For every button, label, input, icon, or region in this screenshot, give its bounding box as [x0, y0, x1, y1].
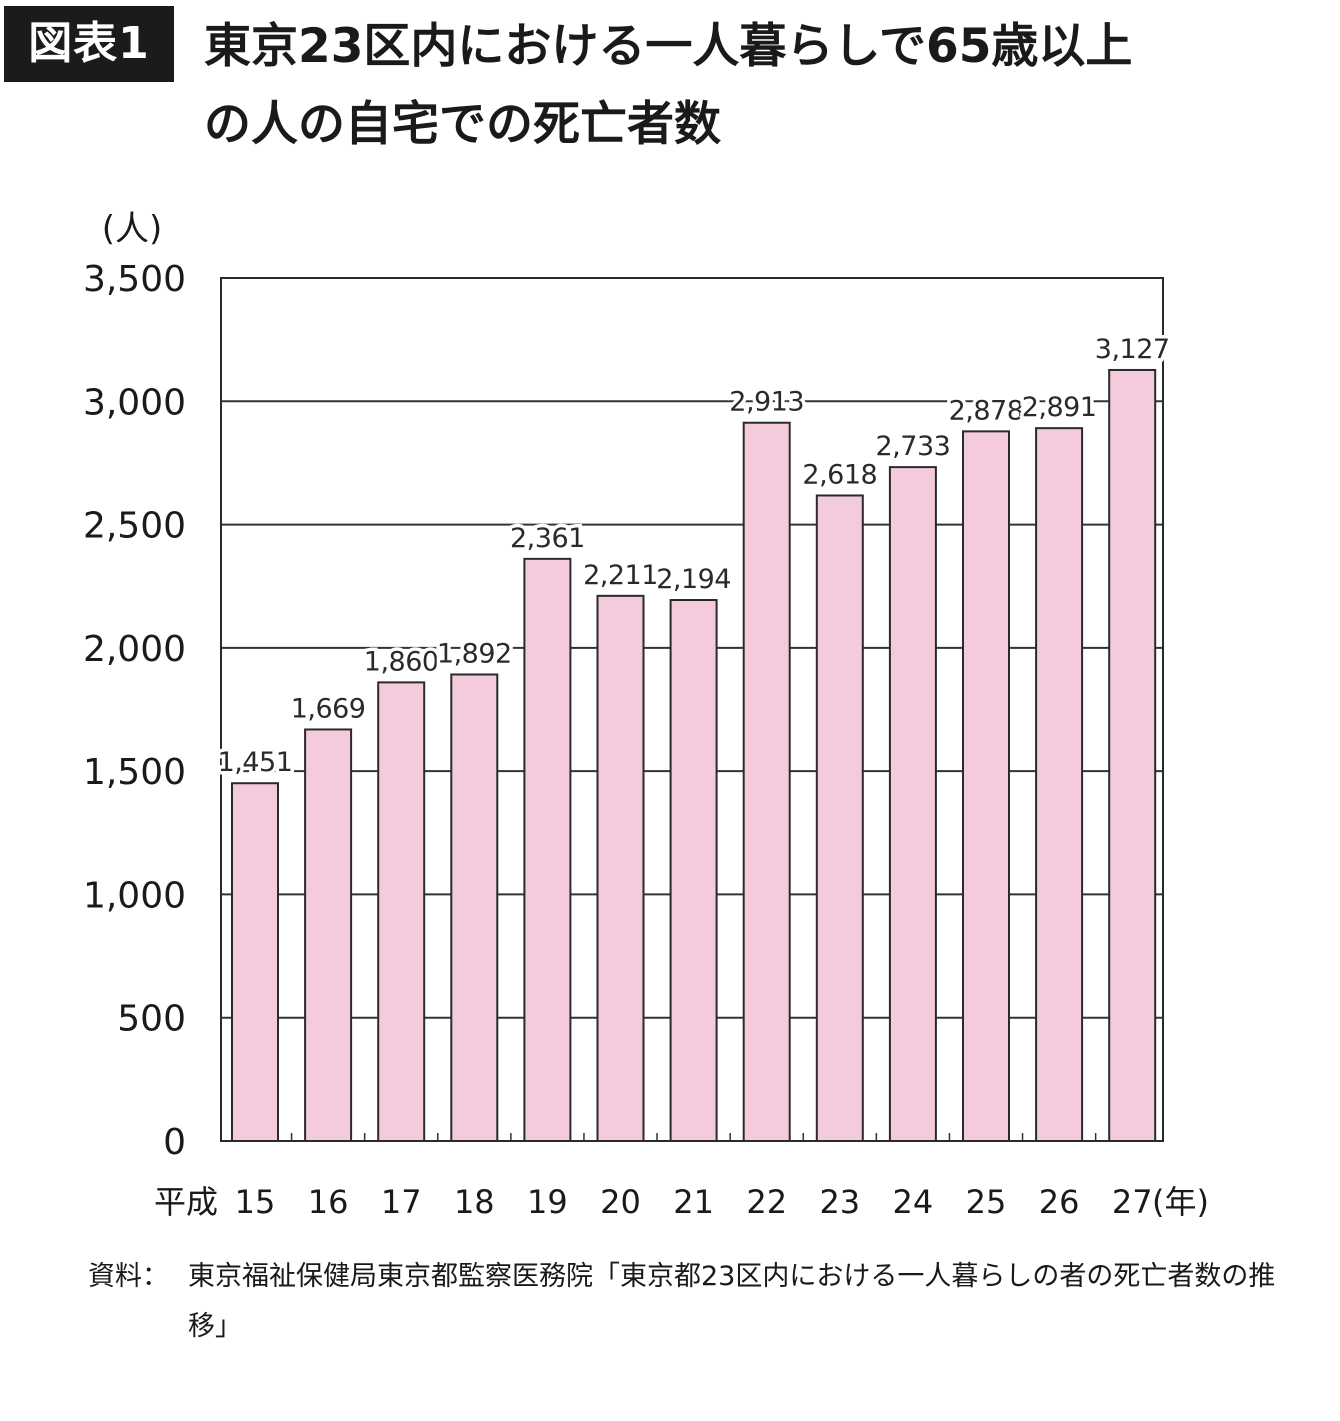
value-label-21: 2,194 [656, 564, 731, 595]
y-tick-label: 1,000 [83, 875, 186, 916]
x-tick-label: 26 [1039, 1183, 1080, 1221]
value-label-27: 3,127 [1095, 334, 1170, 365]
chart-title-line-1: 東京23区内における一人暮らしで65歳以上 [204, 19, 1133, 74]
y-tick-label: 1,500 [83, 752, 186, 793]
x-tick-label: 16 [308, 1183, 349, 1221]
plot-frame [220, 277, 1164, 1142]
bar-17 [377, 681, 426, 1142]
y-axis-unit-label: (人) [102, 209, 163, 249]
bar-18 [450, 673, 499, 1143]
bar-21 [669, 599, 718, 1142]
y-tick-label: 0 [163, 1122, 186, 1163]
source-text: 東京福祉保健局東京都監察医務院「東京都23区内における一人暮らしの者の死亡者数の… [188, 1261, 1276, 1342]
x-tick-label: 15 [235, 1183, 276, 1221]
y-tick-label: 500 [117, 999, 186, 1040]
value-label-17: 1,860 [364, 646, 439, 677]
value-label-15: 1,451 [218, 747, 293, 778]
x-tick-label: 24 [893, 1183, 934, 1221]
bar-16 [304, 728, 353, 1142]
x-tick-label: 17 [381, 1183, 422, 1221]
bar-25 [962, 430, 1010, 1142]
plot-border [220, 277, 1164, 1142]
x-axis-ticks: 15 16 17 18 19 20 21 22 23 24 25 26 27 [235, 1183, 1153, 1221]
bar-24 [888, 466, 937, 1142]
bar-15 [231, 782, 279, 1142]
bar-26 [1035, 427, 1084, 1142]
x-tick-label: 19 [527, 1183, 568, 1221]
bar-22 [742, 421, 791, 1142]
chart-title: 東京23区内における一人暮らしで65歳以上 の人の自宅での死亡者数 [204, 8, 1334, 164]
source-label: 資料： [88, 1261, 169, 1292]
value-label-20: 2,211 [583, 560, 658, 591]
x-tick-label: 25 [966, 1183, 1007, 1221]
bars [231, 368, 1157, 1143]
x-axis-unit-label: (年) [1152, 1183, 1209, 1221]
bar-20 [596, 594, 645, 1142]
chart-title-line-2: の人の自宅での死亡者数 [204, 97, 721, 152]
x-tick-label: 22 [746, 1183, 787, 1221]
y-axis-ticks: 0 500 1,000 1,500 2,000 2,500 3,000 3,500 [83, 259, 186, 1163]
bar-27 [1108, 368, 1157, 1142]
x-tick-label: 27 [1112, 1183, 1153, 1221]
bar-23 [815, 494, 864, 1142]
value-label-25: 2,878 [949, 395, 1024, 426]
y-tick-label: 2,500 [83, 506, 186, 547]
x-tick-label: 18 [454, 1183, 495, 1221]
value-label-24: 2,733 [876, 431, 951, 462]
y-tick-label: 3,500 [83, 259, 186, 300]
value-label-22: 2,913 [729, 387, 804, 418]
y-tick-label: 3,000 [83, 382, 186, 423]
x-tick-label: 23 [819, 1183, 860, 1221]
value-label-16: 1,669 [291, 693, 366, 724]
figure-badge: 図表1 [4, 6, 174, 82]
x-axis-prefix-label: 平成 [154, 1183, 218, 1221]
value-label-19: 2,361 [510, 523, 585, 554]
x-tick-label: 21 [673, 1183, 714, 1221]
bar-19 [523, 557, 572, 1142]
value-label-18: 1,892 [437, 638, 512, 669]
x-tick-label: 20 [600, 1183, 641, 1221]
value-label-23: 2,618 [802, 459, 877, 490]
y-tick-label: 2,000 [83, 629, 186, 670]
value-label-26: 2,891 [1022, 392, 1097, 423]
